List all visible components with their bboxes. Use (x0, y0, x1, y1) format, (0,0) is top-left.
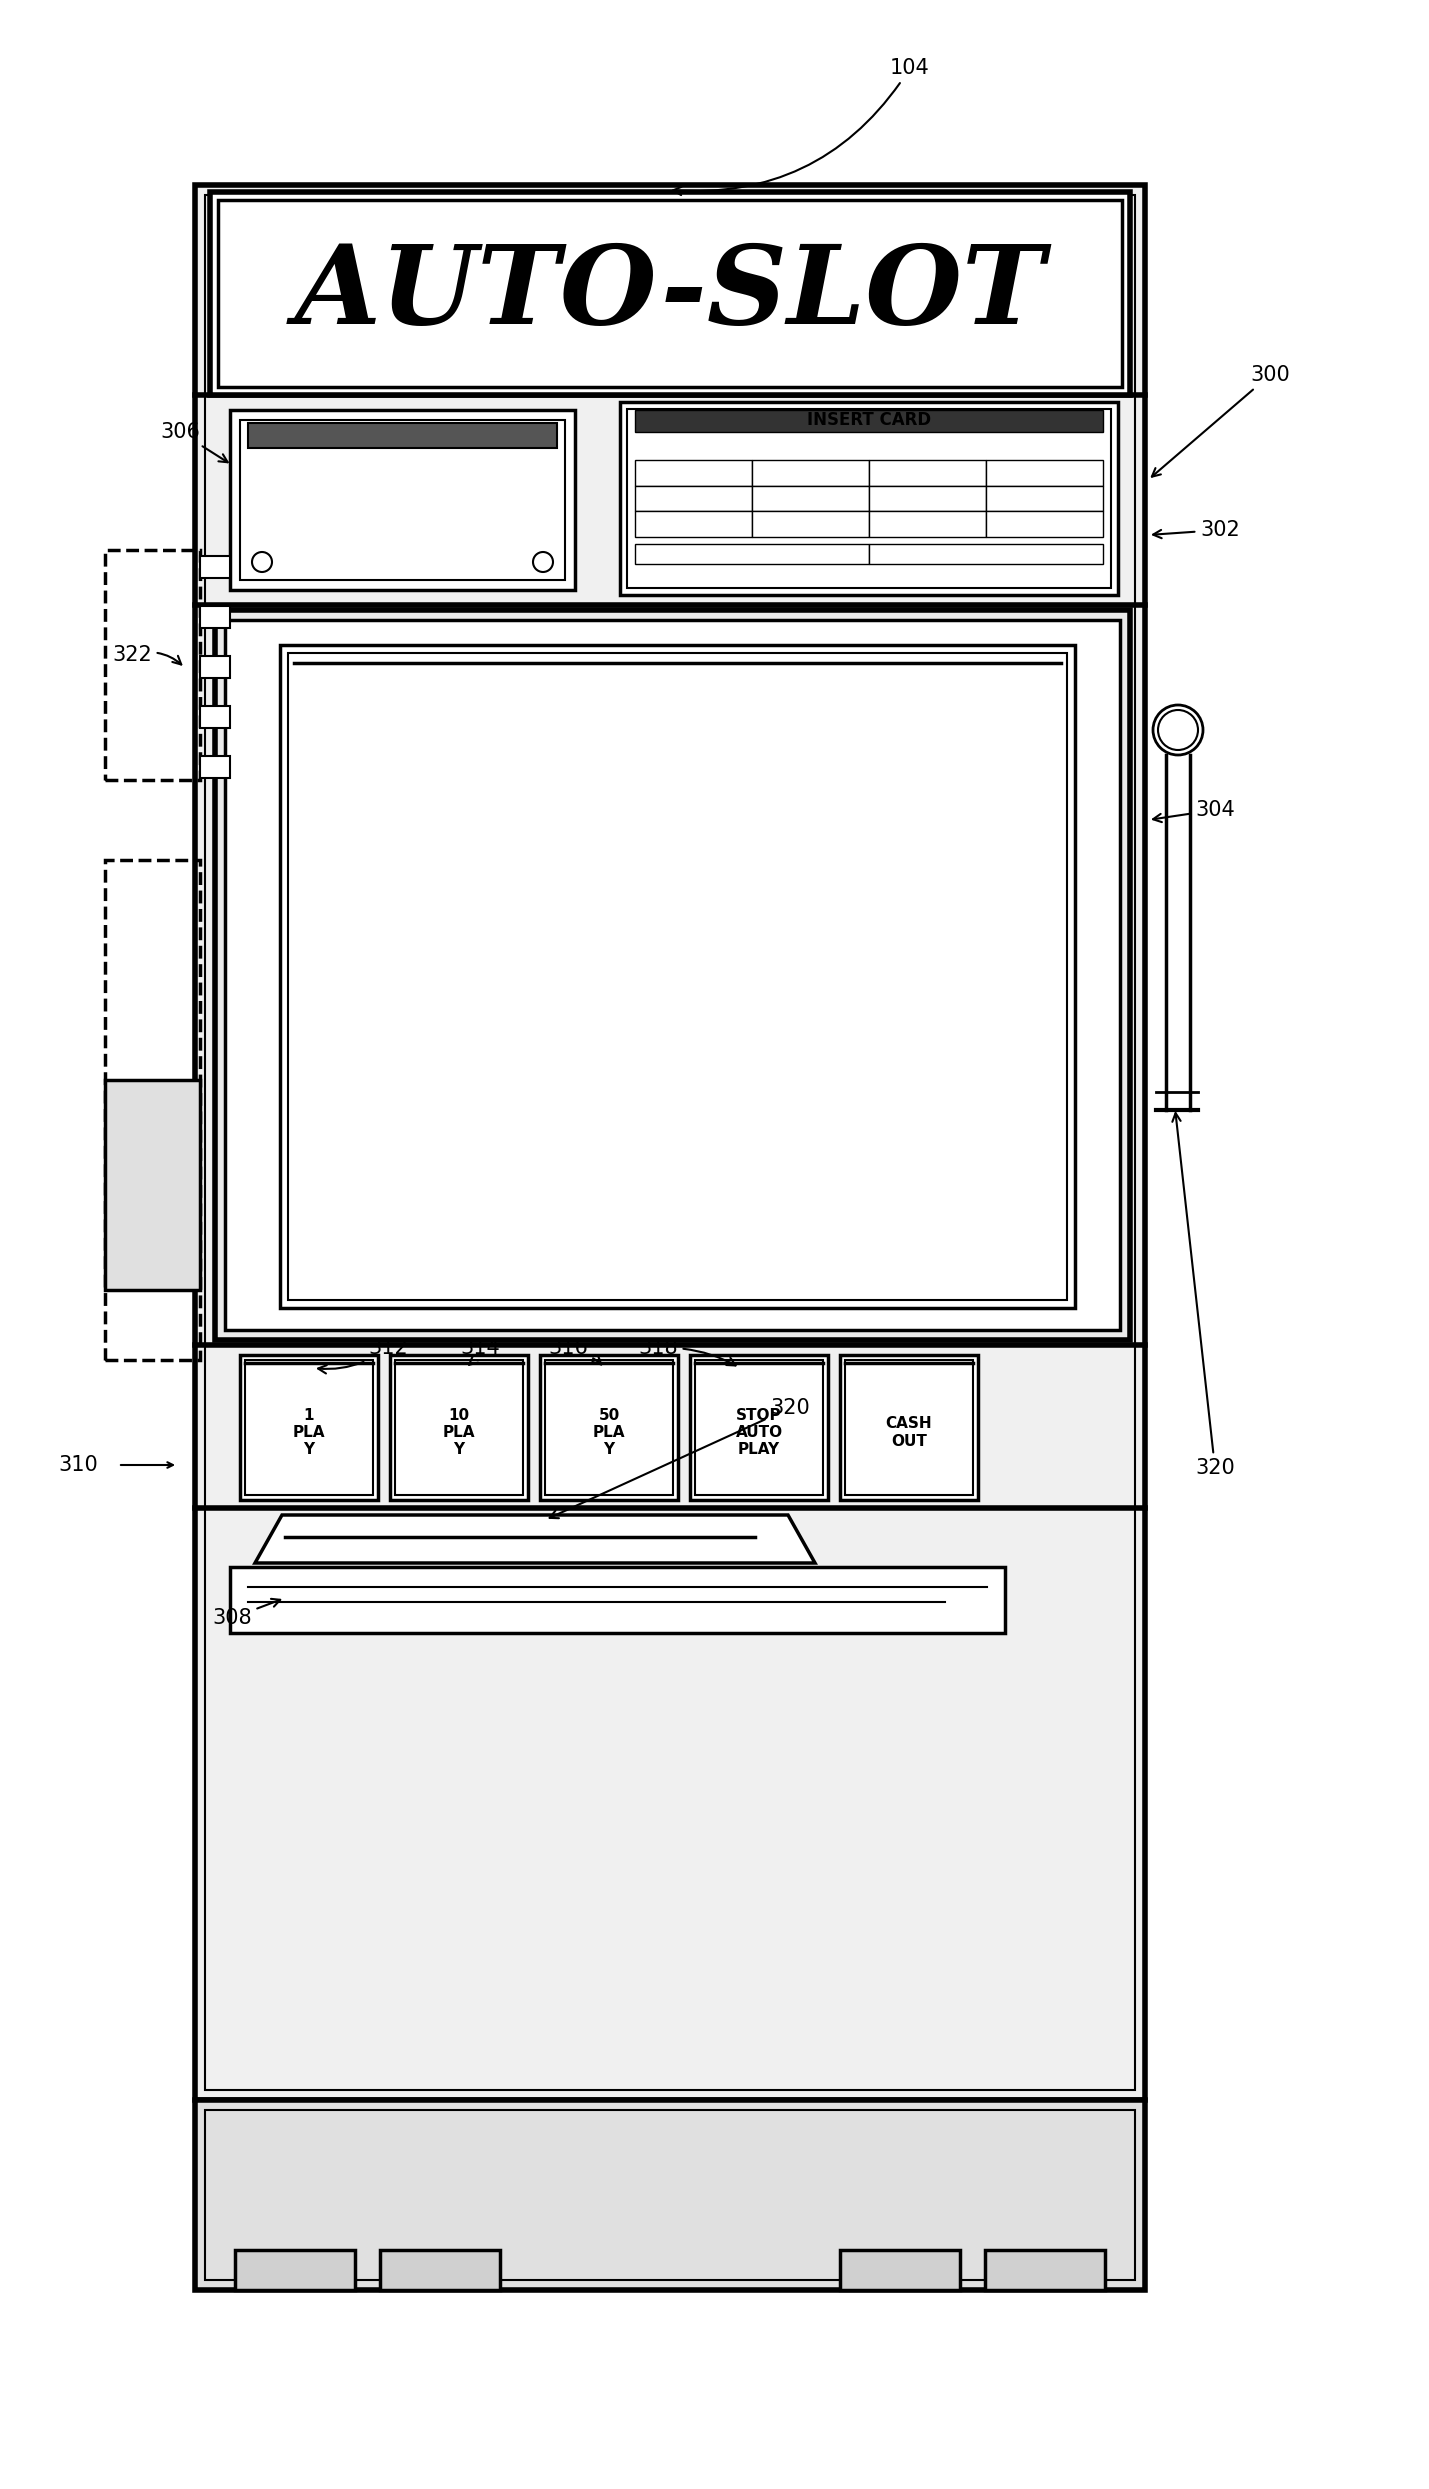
Bar (249, 423, 557, 448)
Polygon shape (254, 1516, 815, 1563)
Text: 50
PLA
Y: 50 PLA Y (593, 1409, 626, 1459)
Bar (104, 1080, 200, 1289)
Bar (104, 550, 200, 779)
Bar (204, 2111, 1135, 2280)
Text: 300: 300 (1152, 366, 1290, 478)
Text: 312: 312 (319, 1339, 407, 1374)
Text: 302: 302 (1153, 520, 1240, 540)
Circle shape (533, 553, 553, 572)
Bar (634, 460, 752, 485)
Bar (224, 620, 1120, 1329)
Bar (194, 184, 1145, 2101)
Bar (200, 657, 230, 677)
Bar (694, 1359, 823, 1496)
Bar (280, 645, 1075, 1309)
Bar (690, 1354, 827, 1501)
Text: 310: 310 (59, 1456, 97, 1476)
Circle shape (1153, 704, 1203, 754)
Text: 304: 304 (1153, 799, 1235, 821)
Text: CASH
OUT: CASH OUT (886, 1416, 932, 1449)
Bar (869, 485, 986, 510)
Text: STOP
AUTO
PLAY: STOP AUTO PLAY (736, 1409, 783, 1459)
Bar (200, 757, 230, 779)
Bar (240, 421, 564, 580)
Bar (752, 460, 869, 485)
Bar (289, 652, 1067, 1299)
Bar (230, 1568, 1005, 1633)
Bar (214, 610, 1130, 1339)
Text: 1
PLA
Y: 1 PLA Y (293, 1409, 326, 1459)
Bar (627, 408, 1110, 587)
Bar (200, 555, 230, 577)
Text: 318: 318 (639, 1339, 736, 1366)
Bar (540, 1354, 677, 1501)
Bar (840, 1354, 977, 1501)
Bar (380, 2250, 500, 2290)
Bar (200, 707, 230, 727)
Text: 322: 322 (111, 645, 181, 665)
Bar (752, 510, 869, 538)
Bar (840, 2250, 960, 2290)
Bar (394, 1359, 523, 1496)
Bar (210, 192, 1130, 396)
Bar (985, 2250, 1105, 2290)
Bar (240, 1354, 379, 1501)
Text: 320: 320 (550, 1399, 810, 1518)
Bar (869, 510, 986, 538)
Bar (869, 545, 1103, 565)
Text: 306: 306 (160, 423, 227, 463)
Bar (200, 605, 230, 627)
Text: 316: 316 (549, 1339, 602, 1364)
Bar (845, 1359, 973, 1496)
Bar (219, 199, 1122, 386)
Bar (620, 403, 1117, 595)
Text: 10
PLA
Y: 10 PLA Y (443, 1409, 476, 1459)
Text: INSERT CARD: INSERT CARD (807, 411, 932, 428)
Bar (869, 460, 986, 485)
Bar (234, 2250, 354, 2290)
Bar (204, 194, 1135, 2091)
Text: 314: 314 (460, 1339, 500, 1364)
Bar (230, 411, 574, 590)
Bar (390, 1354, 527, 1501)
Circle shape (252, 553, 272, 572)
Bar (634, 510, 752, 538)
Text: 104: 104 (673, 57, 930, 194)
Text: AUTO-SLOT: AUTO-SLOT (294, 239, 1046, 348)
Bar (634, 545, 869, 565)
Bar (752, 485, 869, 510)
Bar (634, 411, 1103, 433)
Bar (634, 485, 752, 510)
Bar (986, 460, 1103, 485)
Text: 308: 308 (211, 1598, 280, 1628)
Bar (544, 1359, 673, 1496)
Text: 320: 320 (1172, 1113, 1235, 1478)
Bar (194, 2101, 1145, 2290)
Bar (986, 510, 1103, 538)
Bar (104, 861, 200, 1359)
Bar (244, 1359, 373, 1496)
Bar (986, 485, 1103, 510)
